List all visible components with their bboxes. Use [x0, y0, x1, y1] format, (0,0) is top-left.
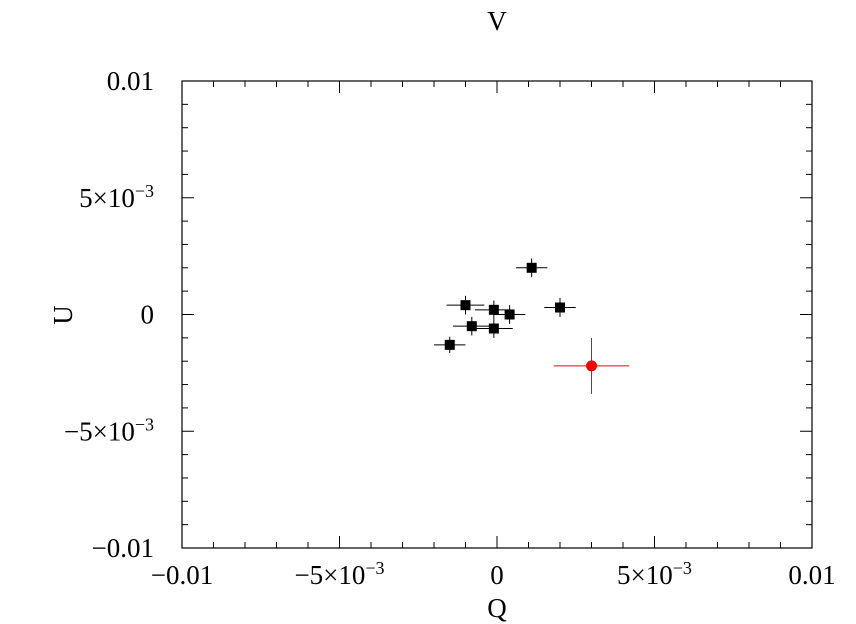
data-marks [434, 258, 630, 394]
data-point-circle [586, 360, 597, 372]
data-point-square [526, 262, 537, 273]
x-axis-label: Q [487, 593, 507, 623]
data-point-square [488, 323, 499, 334]
y-tick-label: 0 [141, 300, 155, 330]
data-point-square [555, 302, 565, 313]
y-tick-label: 5×10−3 [79, 181, 154, 213]
data-point-square [504, 309, 515, 320]
tick-labels: −0.01 −5×10−3 0 5×10−3 0.01 0.01 5×10−3 0 −5×10−… [64, 66, 836, 590]
x-tick-label: 0.01 [788, 560, 835, 590]
y-tick-label: −5×10−3 [64, 414, 154, 446]
x-tick-label: 0 [490, 560, 504, 590]
axis-ticks [181, 80, 813, 549]
x-tick-label: −0.01 [151, 560, 213, 590]
chart-title: V [487, 6, 507, 36]
x-tick-label: 5×10−3 [617, 558, 692, 590]
data-point-square [488, 304, 499, 315]
data-point-square [466, 321, 477, 332]
x-tick-label: −5×10−3 [294, 558, 384, 590]
y-axis-label: U [48, 305, 78, 325]
data-point-square [444, 339, 455, 350]
y-tick-label: −0.01 [92, 533, 154, 563]
y-tick-label: 0.01 [107, 66, 154, 96]
data-point-square [460, 300, 471, 311]
